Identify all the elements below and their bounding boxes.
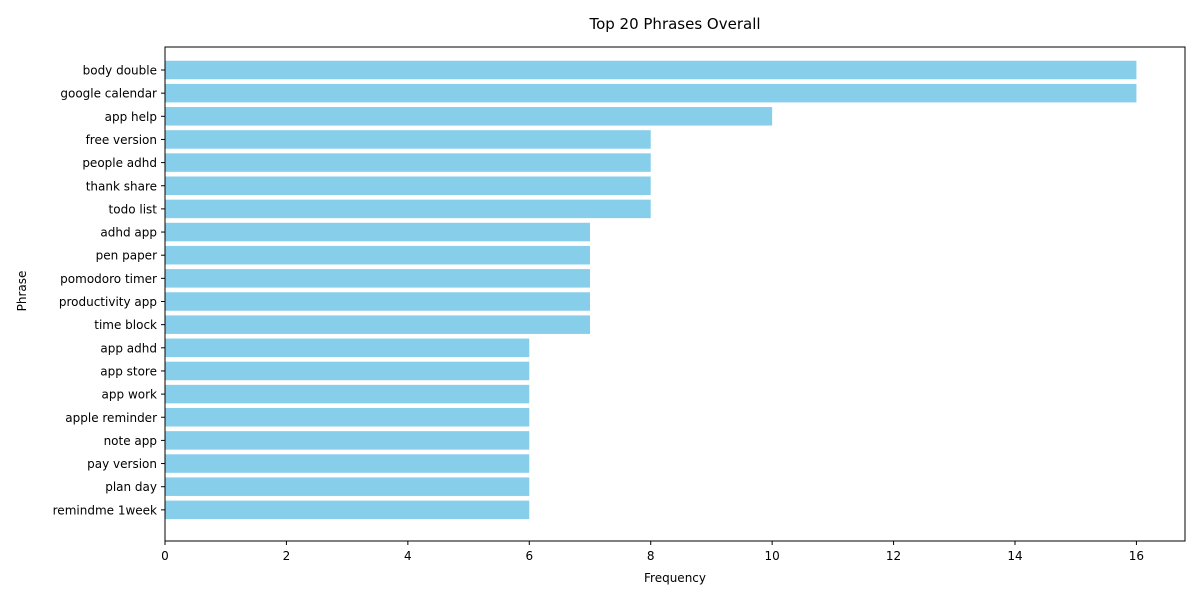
bar (165, 176, 651, 195)
bar (165, 292, 590, 311)
y-tick-label: todo list (109, 202, 158, 216)
bar (165, 431, 530, 450)
y-tick-label: app work (102, 388, 157, 402)
bar (165, 153, 651, 172)
bar (165, 60, 1137, 80)
y-tick-label: apple reminder (65, 411, 157, 425)
bar (165, 500, 530, 520)
y-tick-label: adhd app (100, 226, 157, 240)
y-tick-label: remindme 1week (53, 503, 157, 517)
y-tick-label: note app (104, 434, 157, 448)
y-tick-label: app adhd (100, 341, 157, 355)
y-axis-ticks: body double google calendar app help free v… (53, 64, 165, 517)
x-axis-label: Frequency (644, 571, 706, 585)
x-tick-label: 2 (283, 549, 291, 563)
bars-group (165, 60, 1137, 520)
y-tick-label: app store (100, 364, 157, 378)
y-tick-label: thank share (86, 179, 157, 193)
y-tick-label: productivity app (59, 295, 157, 309)
x-axis-ticks: 0 2 4 6 8 10 12 14 16 (161, 541, 1144, 563)
bar (165, 269, 590, 288)
bar (165, 361, 530, 381)
x-tick-label: 10 (765, 549, 780, 563)
y-tick-label: people adhd (82, 156, 157, 170)
chart-title: Top 20 Phrases Overall (588, 15, 760, 33)
bar (165, 83, 1137, 103)
y-tick-label: body double (83, 64, 157, 78)
bar (165, 454, 530, 473)
x-tick-label: 8 (647, 549, 655, 563)
bar (165, 315, 590, 334)
x-tick-label: 0 (161, 549, 169, 563)
bar (165, 408, 530, 427)
y-tick-label: plan day (105, 480, 157, 494)
bar (165, 245, 590, 265)
y-tick-label: pen paper (96, 249, 157, 263)
x-tick-label: 12 (886, 549, 901, 563)
plot-frame (164, 46, 1186, 542)
bar (165, 222, 590, 242)
x-tick-label: 6 (525, 549, 533, 563)
bar (165, 199, 651, 219)
x-tick-label: 14 (1007, 549, 1022, 563)
y-tick-label: pomodoro timer (60, 272, 157, 286)
bar (165, 384, 530, 404)
y-axis-label: Phrase (15, 271, 29, 312)
y-tick-label: pay version (87, 457, 157, 471)
bar (165, 477, 530, 496)
y-tick-label: app help (105, 110, 157, 124)
bar (165, 107, 773, 126)
bar (165, 130, 651, 149)
y-tick-label: time block (94, 318, 157, 332)
x-tick-label: 16 (1129, 549, 1144, 563)
y-tick-label: free version (86, 133, 157, 147)
x-tick-label: 4 (404, 549, 412, 563)
bar (165, 338, 530, 358)
y-tick-label: google calendar (60, 87, 157, 101)
